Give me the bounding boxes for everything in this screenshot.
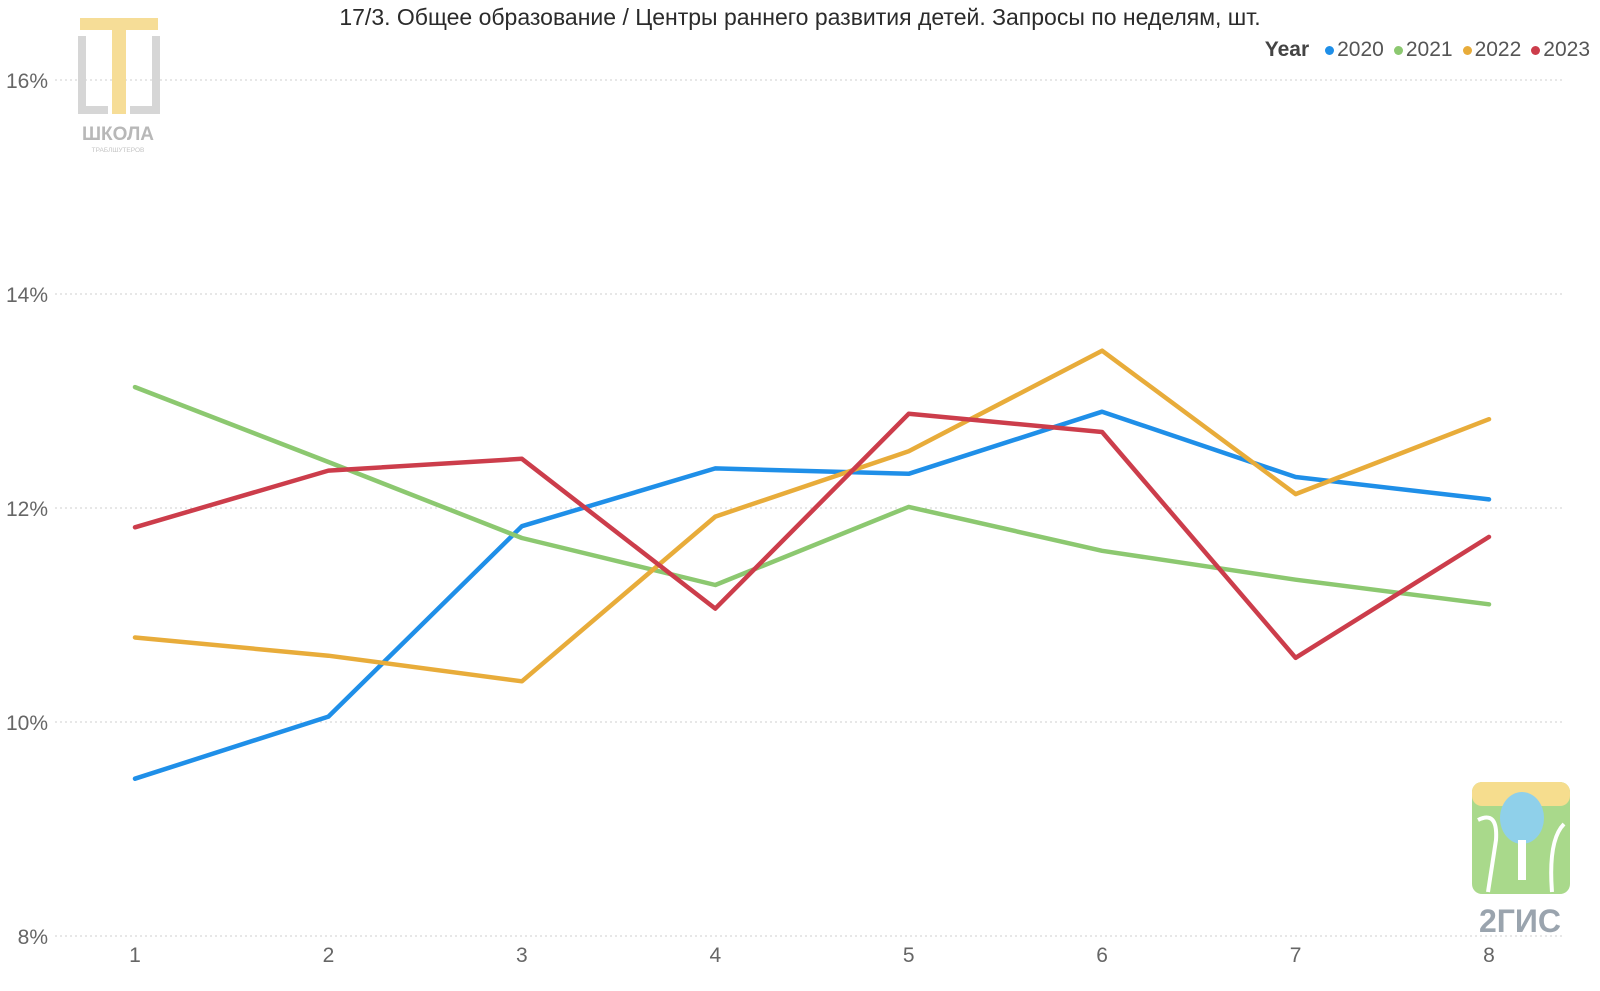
chart-title: 17/3. Общее образование / Центры раннего… [339, 4, 1261, 30]
legend-dot-icon [1393, 45, 1403, 55]
y-tick-label: 10% [6, 712, 48, 735]
series-line-2020[interactable] [132, 409, 1492, 781]
legend-label: 2023 [1543, 38, 1590, 61]
x-tick-label: 3 [516, 944, 528, 967]
x-tick-label: 7 [1290, 944, 1302, 967]
x-tick-label: 4 [709, 944, 721, 967]
x-axis-ticks: 1 2 3 4 5 6 7 8 [129, 944, 1495, 967]
svg-text:ТРАБЛШУТЕРОВ: ТРАБЛШУТЕРОВ [92, 147, 145, 154]
x-tick-label: 8 [1483, 944, 1495, 967]
legend-title: Year [1264, 38, 1310, 61]
legend-label: 2020 [1337, 38, 1384, 61]
legend: Year 2020 2021 2022 2023 [1265, 38, 1590, 62]
svg-text:ШКОЛА: ШКОЛА [82, 124, 154, 145]
y-tick-label: 16% [6, 70, 48, 93]
series-lines [132, 348, 1492, 781]
legend-dot-icon [1325, 45, 1335, 55]
x-tick-label: 6 [1096, 944, 1108, 967]
legend-entry-2021[interactable]: 2021 [1393, 38, 1453, 62]
series-line-2023[interactable] [132, 411, 1492, 661]
y-axis-ticks: 8% 10% 12% 14% 16% [6, 70, 48, 949]
legend-entry-2022[interactable]: 2022 [1462, 38, 1522, 62]
series-line-2022[interactable] [132, 348, 1492, 684]
x-tick-label: 2 [323, 944, 335, 967]
y-tick-label: 14% [6, 284, 48, 307]
gridlines [55, 79, 1565, 937]
series-line-2021[interactable] [132, 384, 1492, 607]
y-tick-label: 12% [6, 498, 48, 521]
legend-label: 2022 [1474, 38, 1522, 61]
2gis-logo-icon: 2ГИС [1472, 782, 1570, 939]
svg-text:2ГИС: 2ГИС [1479, 903, 1561, 939]
legend-entry-2023[interactable]: 2023 [1531, 38, 1590, 62]
legend-entry-2020[interactable]: 2020 [1325, 38, 1384, 62]
y-tick-label: 8% [18, 926, 48, 949]
legend-dot-icon [1531, 45, 1541, 55]
legend-label: 2021 [1405, 38, 1453, 61]
school-logo-icon: ШКОЛА ТРАБЛШУТЕРОВ [78, 18, 160, 154]
x-tick-label: 1 [129, 944, 141, 967]
legend-dot-icon [1462, 45, 1472, 55]
x-tick-label: 5 [903, 944, 915, 967]
